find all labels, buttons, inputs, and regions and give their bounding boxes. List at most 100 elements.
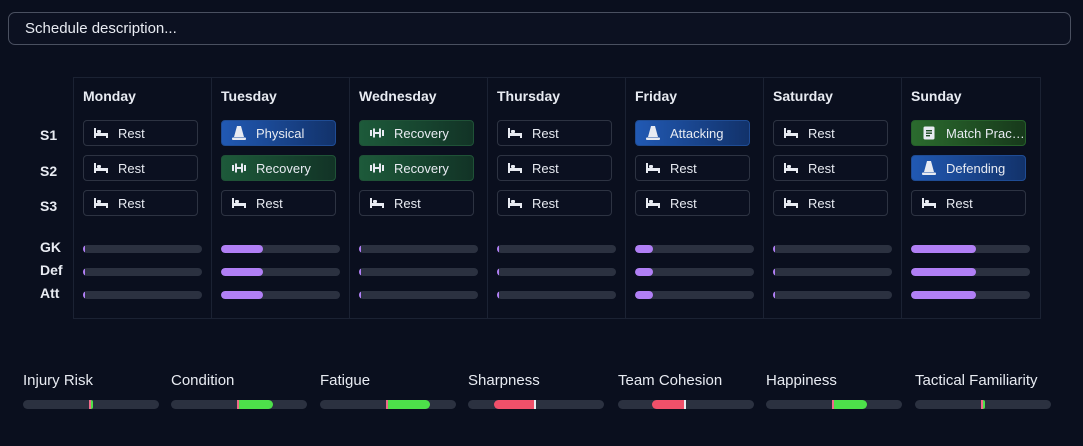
load-bar-att	[773, 291, 892, 299]
load-bar-def	[83, 268, 202, 276]
session-slot-s3[interactable]: Rest	[635, 190, 750, 216]
session-slot-s1[interactable]: Rest	[83, 120, 198, 146]
row-label-s2: S2	[40, 163, 58, 179]
cone-icon	[644, 125, 662, 141]
metric-label: Team Cohesion	[618, 372, 723, 389]
metric-bar-fill	[834, 400, 867, 409]
day-column-tuesday: Tuesday Physical Recovery Rest	[212, 78, 350, 318]
session-label: Recovery	[394, 160, 449, 176]
session-slot-s3[interactable]: Rest	[497, 190, 612, 216]
session-label: Rest	[532, 195, 559, 211]
metric-bar-fill	[651, 400, 686, 409]
day-name: Monday	[83, 88, 136, 104]
session-label: Rest	[118, 125, 145, 141]
metric-label: Condition	[171, 372, 235, 389]
session-slot-s3[interactable]: Rest	[773, 190, 888, 216]
session-slot-s2[interactable]: Defending	[911, 155, 1026, 181]
session-slot-s3[interactable]: Rest	[83, 190, 198, 216]
load-bar-gk	[497, 245, 616, 253]
metric-bar	[23, 400, 159, 409]
load-bar-att	[911, 291, 1030, 299]
session-slot-s2[interactable]: Rest	[497, 155, 612, 181]
load-bar-fill	[497, 268, 500, 276]
session-slot-s2[interactable]: Rest	[83, 155, 198, 181]
session-label: Defending	[946, 160, 1006, 176]
day-column-sunday: Sunday Match Practi... Defending Rest	[902, 78, 1040, 318]
cone-icon	[920, 160, 938, 176]
session-label: Rest	[394, 195, 421, 211]
metric-condition: Condition	[171, 372, 307, 409]
metric-baseline-marker	[832, 400, 834, 409]
load-bar-def	[221, 268, 340, 276]
session-slot-s1[interactable]: Match Practi...	[911, 120, 1026, 146]
metric-label: Happiness	[766, 372, 837, 389]
bed-icon	[782, 162, 800, 174]
day-name: Sunday	[911, 88, 962, 104]
load-bar-gk	[359, 245, 478, 253]
session-label: Rest	[808, 195, 835, 211]
metric-baseline-marker	[684, 400, 686, 409]
load-bar-gk	[911, 245, 1030, 253]
metric-label: Fatigue	[320, 372, 371, 389]
session-slot-s3[interactable]: Rest	[911, 190, 1026, 216]
cone-icon	[230, 125, 248, 141]
day-name: Saturday	[773, 88, 833, 104]
load-bar-fill	[911, 245, 977, 253]
load-bar-fill	[359, 268, 362, 276]
session-slot-s1[interactable]: Physical	[221, 120, 336, 146]
row-label-def: Def	[40, 262, 63, 278]
bed-icon	[92, 127, 110, 139]
schedule-description-input[interactable]	[8, 12, 1071, 45]
load-bar-def	[773, 268, 892, 276]
load-bar-gk	[773, 245, 892, 253]
session-label: Match Practi...	[946, 125, 1025, 141]
load-bar-def	[911, 268, 1030, 276]
load-bar-gk	[635, 245, 754, 253]
day-name: Thursday	[497, 88, 561, 104]
metric-baseline-marker	[534, 400, 536, 409]
session-label: Rest	[532, 125, 559, 141]
load-bar-def	[635, 268, 754, 276]
bed-icon	[92, 162, 110, 174]
bed-icon	[644, 162, 662, 174]
load-bar-fill	[635, 291, 653, 299]
metric-bar-fill	[983, 400, 986, 409]
metric-baseline-marker	[89, 400, 91, 409]
session-slot-s1[interactable]: Recovery	[359, 120, 474, 146]
session-slot-s2[interactable]: Rest	[635, 155, 750, 181]
metric-label: Injury Risk	[23, 372, 94, 389]
session-label: Rest	[808, 160, 835, 176]
session-slot-s3[interactable]: Rest	[221, 190, 336, 216]
load-bar-fill	[635, 245, 653, 253]
metric-sharpness: Sharpness	[468, 372, 604, 409]
day-column-monday: Monday Rest Rest Rest	[74, 78, 212, 318]
session-slot-s2[interactable]: Rest	[773, 155, 888, 181]
session-label: Rest	[118, 195, 145, 211]
row-label-gk: GK	[40, 239, 61, 255]
metric-happiness: Happiness	[766, 372, 902, 409]
load-bar-fill	[83, 245, 86, 253]
session-slot-s1[interactable]: Attacking	[635, 120, 750, 146]
session-slot-s1[interactable]: Rest	[497, 120, 612, 146]
load-bar-gk	[221, 245, 340, 253]
metric-injury-risk: Injury Risk	[23, 372, 159, 409]
day-column-thursday: Thursday Rest Rest Rest	[488, 78, 626, 318]
day-column-saturday: Saturday Rest Rest Rest	[764, 78, 902, 318]
load-bar-fill	[497, 245, 500, 253]
session-slot-s3[interactable]: Rest	[359, 190, 474, 216]
bed-icon	[506, 197, 524, 209]
metric-bar-fill	[493, 400, 536, 409]
metric-bar	[618, 400, 754, 409]
load-bar-att	[635, 291, 754, 299]
session-slot-s2[interactable]: Recovery	[359, 155, 474, 181]
session-slot-s2[interactable]: Recovery	[221, 155, 336, 181]
day-name: Tuesday	[221, 88, 277, 104]
load-bar-fill	[497, 291, 500, 299]
bed-icon	[782, 127, 800, 139]
load-bar-gk	[83, 245, 202, 253]
session-slot-s1[interactable]: Rest	[773, 120, 888, 146]
bed-icon	[230, 197, 248, 209]
metric-bar	[320, 400, 456, 409]
load-bar-def	[359, 268, 478, 276]
metric-tactical-familiarity: Tactical Familiarity	[915, 372, 1051, 409]
